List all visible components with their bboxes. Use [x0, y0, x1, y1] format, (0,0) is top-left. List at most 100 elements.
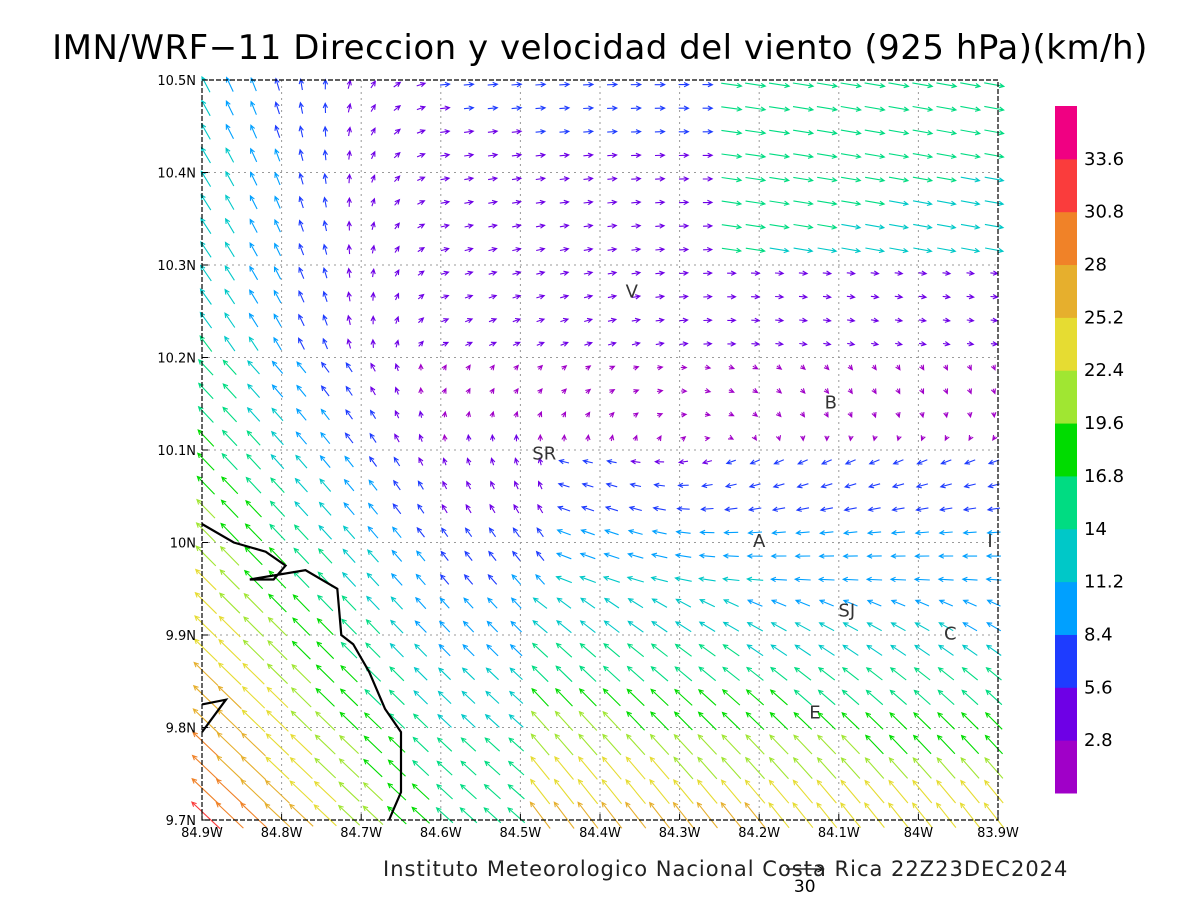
wind-arrow: [512, 317, 522, 323]
wind-arrow: [267, 616, 288, 637]
wind-arrow: [346, 173, 352, 184]
wind-arrow: [657, 412, 664, 418]
wind-arrow: [556, 597, 572, 609]
wind-arrow: [960, 200, 981, 207]
wind-arrow: [436, 760, 453, 776]
wind-arrow: [290, 733, 313, 756]
wind-arrow: [773, 459, 785, 465]
wind-arrow: [489, 433, 496, 442]
wind-arrow: [298, 337, 305, 350]
wind-arrow: [650, 576, 668, 583]
wind-arrow: [559, 81, 571, 88]
wind-arrow: [417, 503, 425, 514]
wind-arrow: [559, 152, 571, 158]
legend-label: 11.2: [1084, 572, 1124, 593]
wind-arrow: [536, 294, 546, 300]
legend-swatch: [1055, 687, 1077, 741]
wind-arrow: [362, 805, 384, 826]
wind-arrow: [440, 105, 451, 111]
wind-arrow: [554, 710, 574, 731]
wind-arrow: [776, 388, 783, 394]
wind-arrow: [464, 247, 474, 253]
wind-arrow: [512, 550, 521, 561]
wind-arrow: [914, 622, 930, 632]
wind-arrow: [441, 318, 450, 324]
wind-arrow: [555, 665, 573, 683]
wind-arrow: [266, 686, 289, 708]
wind-arrow: [314, 734, 336, 755]
wind-arrow: [602, 575, 620, 583]
wind-arrow: [607, 317, 618, 324]
wind-arrow: [914, 553, 930, 559]
wind-arrow: [678, 199, 690, 206]
wind-arrow: [631, 294, 642, 300]
wind-arrow: [241, 709, 266, 733]
wind-arrow: [345, 385, 353, 396]
wind-arrow: [967, 411, 973, 419]
wind-arrow: [394, 433, 400, 443]
wind-arrow: [912, 129, 934, 136]
wind-arrow: [221, 429, 238, 447]
wind-arrow: [769, 247, 790, 254]
wind-arrow: [960, 153, 981, 159]
wind-arrow: [653, 482, 665, 488]
wind-arrow: [677, 459, 689, 465]
wind-arrow: [672, 801, 695, 829]
wind-arrow: [864, 105, 886, 112]
wind-arrow: [488, 247, 498, 253]
wind-arrow: [315, 664, 335, 683]
wind-arrow: [697, 733, 718, 755]
wind-arrow: [393, 479, 401, 491]
wind-arrow: [864, 779, 885, 804]
wind-arrow: [487, 573, 498, 585]
wind-arrow: [535, 176, 547, 182]
wind-arrow: [464, 270, 474, 276]
wind-arrow: [986, 506, 1001, 512]
wind-arrow: [511, 573, 522, 585]
wind-arrow: [725, 459, 736, 465]
wind-arrow: [464, 223, 475, 229]
wind-arrow: [912, 757, 932, 779]
wind-arrow: [465, 503, 472, 514]
wind-arrow: [895, 341, 904, 347]
wind-arrow: [244, 523, 263, 542]
wind-arrow: [985, 666, 1002, 681]
wind-arrow: [698, 576, 716, 582]
wind-arrow: [914, 530, 929, 536]
wind-arrow: [769, 153, 791, 159]
wind-arrow: [370, 150, 376, 160]
wind-arrow: [722, 666, 740, 681]
wind-arrow: [823, 364, 830, 371]
wind-arrow: [911, 802, 933, 828]
wind-arrow: [509, 667, 523, 681]
wind-arrow: [464, 294, 474, 300]
wind-arrow: [530, 733, 550, 756]
grid-lines: [202, 80, 998, 820]
wind-arrow: [292, 617, 311, 636]
wind-arrow: [865, 712, 884, 730]
wind-arrow: [793, 666, 812, 681]
wind-arrow: [369, 432, 377, 443]
wind-arrow: [792, 779, 814, 804]
wind-arrow: [240, 755, 267, 781]
wind-arrow: [364, 688, 382, 706]
wind-arrow: [819, 506, 834, 512]
wind-arrow: [799, 411, 806, 418]
wind-arrow: [264, 779, 290, 804]
wind-arrow: [822, 294, 832, 300]
wind-arrow: [866, 644, 883, 656]
wind-arrow: [840, 802, 862, 828]
wind-arrow: [603, 552, 620, 560]
wind-arrow: [274, 148, 281, 162]
wind-arrow: [199, 264, 212, 282]
wind-arrow: [393, 81, 402, 88]
wind-arrow: [745, 689, 765, 706]
wind-arrow: [607, 341, 617, 347]
wind-arrow: [440, 176, 451, 182]
wind-arrow: [512, 527, 520, 538]
wind-arrow: [865, 667, 883, 681]
wind-arrow: [363, 712, 382, 730]
y-tick-label: 9.9N: [166, 629, 196, 644]
wind-arrow: [319, 478, 332, 492]
wind-arrow: [727, 434, 735, 440]
